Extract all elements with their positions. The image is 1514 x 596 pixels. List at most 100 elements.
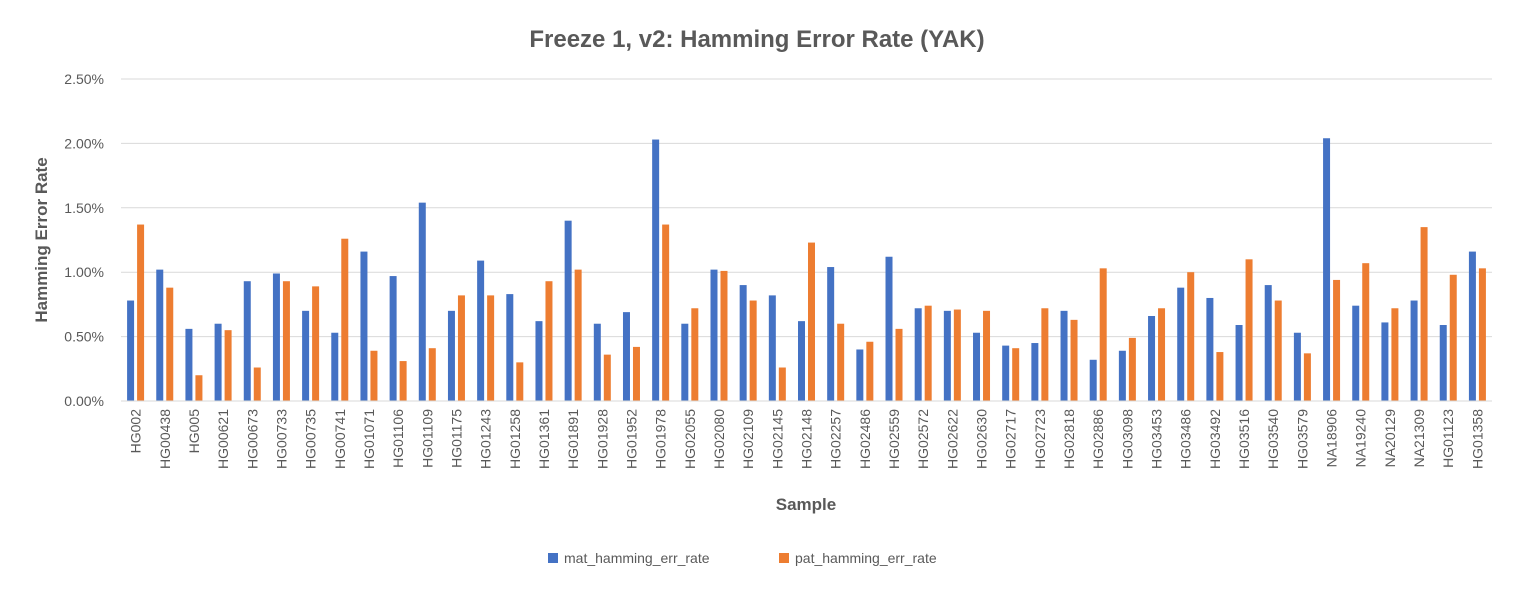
bar-mat_hamming_err_rate [127,300,135,401]
x-tick-label: HG03486 [1178,409,1194,469]
legend-label: pat_hamming_err_rate [795,550,937,566]
chart-title: Freeze 1, v2: Hamming Error Rate (YAK) [529,26,984,53]
x-tick-label: HG01123 [1440,409,1456,468]
bar-mat_hamming_err_rate [156,269,164,401]
bar-pat_hamming_err_rate [983,310,991,401]
x-tick-label: HG005 [186,409,202,454]
bar-pat_hamming_err_rate [1274,300,1282,401]
bar-mat_hamming_err_rate [1323,138,1331,402]
bar-mat_hamming_err_rate [535,321,543,401]
x-tick-label: HG03453 [1149,409,1165,469]
x-tick-label: HG01071 [361,409,377,469]
y-tick-label: 0.50% [64,329,104,345]
bar-mat_hamming_err_rate [1352,305,1360,401]
bar-pat_hamming_err_rate [808,242,815,401]
bar-pat_hamming_err_rate [1245,259,1253,401]
bar-mat_hamming_err_rate [1264,285,1272,401]
bar-pat_hamming_err_rate [749,300,757,401]
bar-mat_hamming_err_rate [1439,325,1447,401]
bar-mat_hamming_err_rate [214,323,222,401]
bar-mat_hamming_err_rate [272,273,280,401]
bar-mat_hamming_err_rate [1177,287,1185,401]
bar-pat_hamming_err_rate [866,341,874,401]
bar-mat_hamming_err_rate [1148,315,1156,401]
bar-pat_hamming_err_rate [1041,308,1049,401]
bar-pat_hamming_err_rate [137,224,145,401]
x-tick-label: HG02818 [1061,409,1077,469]
x-tick-label: HG01361 [536,409,552,469]
x-tick-label: HG01952 [623,409,639,469]
bar-pat_hamming_err_rate [603,354,611,401]
bar-pat_hamming_err_rate [224,330,232,401]
bar-mat_hamming_err_rate [914,308,922,401]
x-tick-label: NA20129 [1382,409,1398,468]
bar-mat_hamming_err_rate [1060,310,1068,401]
x-tick-label: HG00673 [244,409,260,469]
bar-mat_hamming_err_rate [768,295,776,401]
bar-pat_hamming_err_rate [1128,337,1136,401]
bar-mat_hamming_err_rate [477,260,485,401]
bar-pat_hamming_err_rate [457,295,465,401]
bar-pat_hamming_err_rate [1099,268,1107,401]
bar-mat_hamming_err_rate [798,321,805,401]
x-tick-label: HG02622 [944,409,960,469]
x-tick-label: HG02559 [886,409,902,469]
bar-mat_hamming_err_rate [302,310,310,401]
y-tick-label: 0.00% [64,393,104,409]
legend: mat_hamming_err_rate pat_hamming_err_rate [548,550,937,566]
x-tick-label: HG01891 [565,409,581,469]
bar-pat_hamming_err_rate [1333,279,1341,401]
bar-pat_hamming_err_rate [632,346,640,401]
bar-pat_hamming_err_rate [516,362,524,401]
x-axis-ticks: HG002 HG00438 HG005 HG00621 HG00673 HG00733 HG… [128,409,1486,469]
x-tick-label: HG01109 [419,409,435,468]
bar-pat_hamming_err_rate [545,281,553,401]
x-tick-label: HG02630 [974,409,990,469]
x-tick-label: HG01106 [390,409,406,468]
bars [127,138,1486,402]
x-tick-label: HG03540 [1265,409,1281,469]
bar-mat_hamming_err_rate [447,310,455,401]
bar-mat_hamming_err_rate [739,285,747,401]
x-tick-label: NA21309 [1411,409,1427,468]
x-tick-label: HG02723 [1032,409,1048,469]
bar-mat_hamming_err_rate [243,281,251,401]
bar-mat_hamming_err_rate [681,323,689,401]
bar-pat_hamming_err_rate [282,281,290,401]
bar-mat_hamming_err_rate [331,332,339,401]
bar-pat_hamming_err_rate [1012,348,1020,401]
bar-pat_hamming_err_rate [312,286,320,401]
bar-pat_hamming_err_rate [924,305,932,401]
y-tick-label: 1.00% [64,264,104,280]
bar-mat_hamming_err_rate [1235,325,1243,401]
bar-pat_hamming_err_rate [953,309,961,401]
bar-pat_hamming_err_rate [720,270,728,401]
y-axis-ticks: 0.00% 0.50% 1.00% 1.50% 2.00% 2.50% [64,71,104,409]
bar-pat_hamming_err_rate [574,269,582,401]
bar-mat_hamming_err_rate [1031,343,1039,401]
bar-pat_hamming_err_rate [778,367,786,401]
bar-mat_hamming_err_rate [1468,251,1476,401]
x-tick-label: HG02717 [1003,409,1019,469]
bar-pat_hamming_err_rate [341,238,349,401]
bar-mat_hamming_err_rate [622,312,630,401]
x-tick-label: HG01978 [653,409,669,469]
bar-mat_hamming_err_rate [564,220,572,401]
x-axis-title: Sample [776,495,836,514]
bar-mat_hamming_err_rate [1118,350,1126,401]
x-tick-label: HG002 [128,409,144,454]
bar-pat_hamming_err_rate [487,295,495,401]
bar-mat_hamming_err_rate [1381,322,1389,401]
y-tick-label: 2.00% [64,135,104,151]
bar-mat_hamming_err_rate [593,323,601,401]
legend-label: mat_hamming_err_rate [564,550,710,566]
x-tick-label: HG02886 [1090,409,1106,469]
bar-pat_hamming_err_rate [662,224,670,401]
x-tick-label: NA19240 [1353,409,1369,468]
bar-pat_hamming_err_rate [166,287,174,401]
bar-mat_hamming_err_rate [506,294,514,401]
x-tick-label: HG02257 [828,409,844,469]
x-tick-label: HG00621 [215,409,231,469]
bar-mat_hamming_err_rate [1206,297,1214,401]
